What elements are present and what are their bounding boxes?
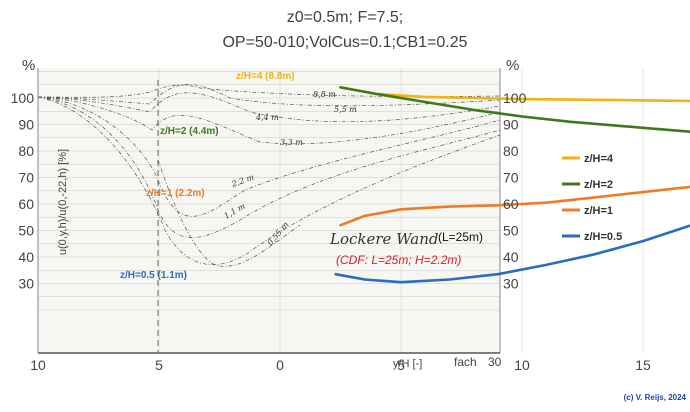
y-tick-right: 70 [503,170,519,186]
x-tick: 10 [30,357,46,373]
legend: z/H=4 z/H=2 z/H=1 z/H=0.5 [562,153,622,243]
scanned-background-curves [37,84,501,267]
scan-curve [37,96,501,238]
legend-label: z/H=2 [584,179,613,191]
y-tick-left: 50 [18,223,34,239]
y-tick-right: 30 [503,276,519,292]
y-tick-right: 50 [503,223,519,239]
plot-background [38,68,500,353]
chart-title-line2: OP=50-010;VolCus=0.1;CB1=0.25 [222,34,467,51]
cdf-label: (CDF: L=25m; H=2.2m) [336,253,461,267]
lockere-wand-label: Lockere Wand [329,230,439,248]
legend-label: z/H=0.5 [584,231,622,243]
scan-curve [37,84,501,107]
credit: (c) V. Reijs, 2024 [624,393,687,402]
scan-label-33: 3,3 m [280,138,303,147]
chart-title-line1: z0=0.5m; F=7.5; [287,9,404,26]
y-tick-left: 70 [18,170,34,186]
legend-label: z/H=1 [584,205,613,217]
x-tick: 0 [276,357,284,373]
y-tick-right: 40 [503,249,519,265]
series-line-zh2 [339,86,690,133]
annotation-zh4: z/H=4 (8.8m) [236,71,295,82]
y-tick-left: 100 [11,90,35,106]
legend-label: z/H=4 [584,153,614,165]
y-tick-right: 80 [503,143,519,159]
scan-curve [37,96,501,217]
x-tick-30: 30 [488,355,502,369]
percent-sign-left: % [22,57,35,74]
y-tick-right: 90 [503,117,519,133]
y-tick-right: 60 [503,196,519,212]
y-tick-left: 30 [18,276,34,292]
scan-label-55: 5,5 m [334,105,357,114]
scan-curve [157,159,301,267]
y-tick-right: 100 [503,90,527,106]
x-tick: 15 [635,357,651,373]
l-label: (L=25m) [438,230,483,244]
x-axis-label: y/H [-] [393,358,422,370]
percent-sign-right: % [506,57,519,74]
scan-curve [37,84,501,98]
x-tick: 5 [155,357,163,373]
annotation-zh1: z/H=1 (2.2m) [146,188,205,199]
x-tick: 5 [397,357,405,373]
x-tick: 10 [514,357,530,373]
series-line-zh1 [339,185,690,227]
scan-curve [37,96,501,265]
annotation-zh2: z/H=2 (4.4m) [160,126,219,137]
y-tick-left: 40 [18,249,34,265]
series-group [334,86,690,284]
scan-label-88: 8,8 m [313,90,336,99]
series-line-zh4 [339,86,690,103]
y-axis-label: u(0,y,h)/u(0,-22,h) [%] [57,149,69,255]
y-tick-left: 60 [18,196,34,212]
scan-label-44: 4,4 m [255,113,279,122]
series-line-zh0.5 [334,224,690,284]
fach-label: fach [454,355,477,369]
y-tick-left: 80 [18,143,34,159]
annotation-zh05: z/H=0.5 (1.1m) [120,270,187,281]
y-tick-left: 90 [18,117,34,133]
scan-curve [37,96,501,145]
